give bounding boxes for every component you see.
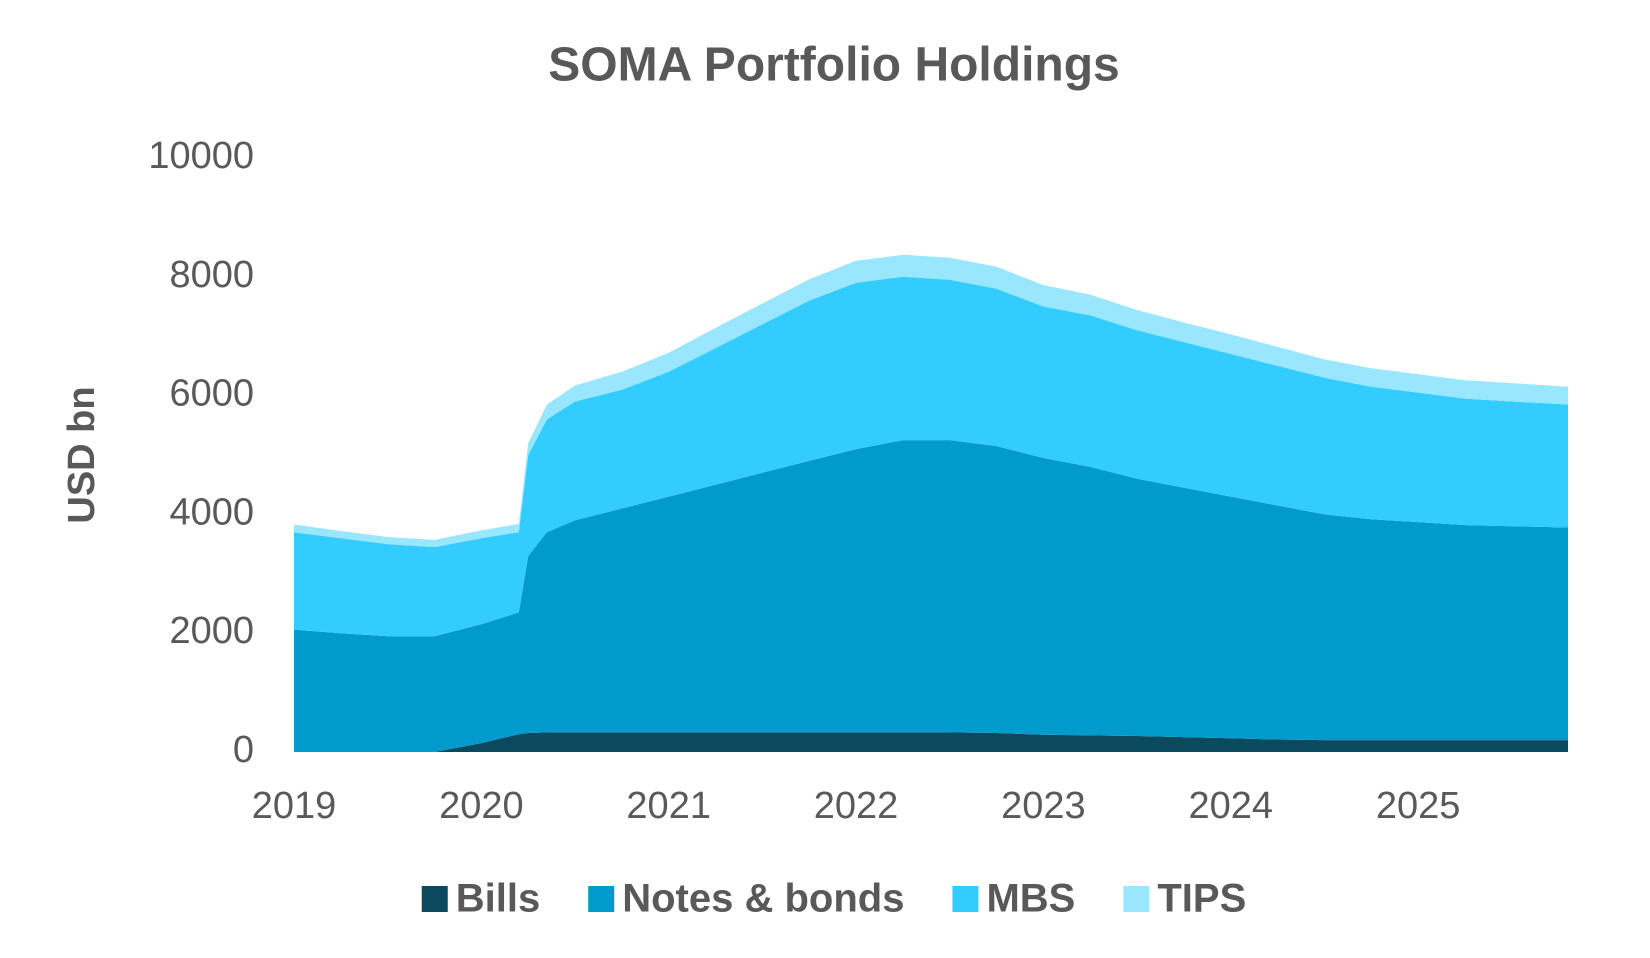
y-tick-label: 0 [233, 729, 254, 771]
legend-label: MBS [986, 877, 1075, 921]
x-tick-label: 2022 [814, 785, 899, 827]
y-tick-label: 8000 [169, 254, 254, 296]
area [294, 440, 1568, 752]
x-tick-label: 2023 [1001, 785, 1086, 827]
y-tick-label: 2000 [169, 610, 254, 652]
area [294, 732, 1568, 752]
legend-swatch [421, 886, 448, 912]
legend-label: TIPS [1157, 877, 1246, 921]
y-tick-label: 4000 [169, 491, 254, 533]
legend: Bills Notes & bonds MBS TIPS [421, 877, 1246, 921]
chart-title: SOMA Portfolio Holdings [548, 39, 1120, 92]
y-tick-label: 10000 [148, 135, 254, 177]
x-tick-label: 2019 [252, 785, 337, 827]
x-tick-label: 2024 [1188, 785, 1273, 827]
area [294, 276, 1568, 637]
y-tick-label: 6000 [169, 373, 254, 415]
y-axis-label: USD bn [61, 386, 103, 523]
legend-swatch [1123, 886, 1150, 912]
x-tick-label: 2025 [1376, 785, 1461, 827]
legend-swatch [952, 886, 979, 912]
x-tick-label: 2020 [439, 785, 524, 827]
legend-label: Bills [456, 877, 540, 921]
legend-swatch [588, 886, 615, 912]
legend-label: Notes & bonds [622, 877, 904, 921]
x-tick-label: 2021 [626, 785, 711, 827]
